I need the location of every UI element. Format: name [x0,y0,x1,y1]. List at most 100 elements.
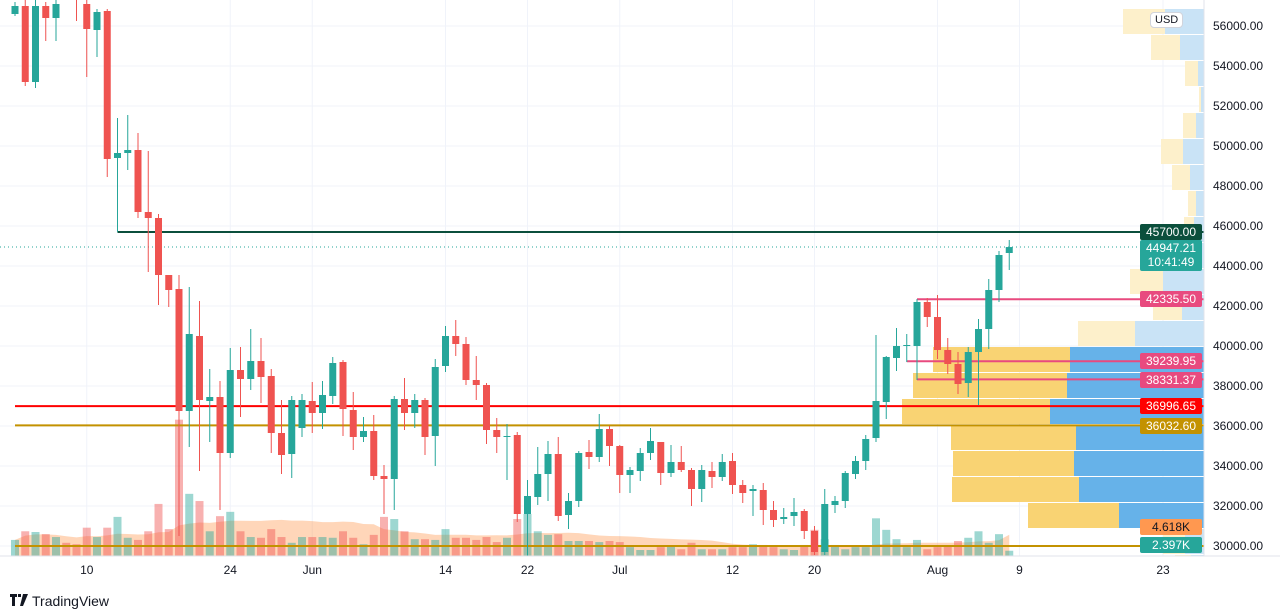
candle-body [913,302,921,346]
volume-bar [513,519,522,556]
volume-bar [718,549,727,556]
tradingview-logo[interactable]: TradingView [10,593,109,609]
candle-body [626,470,634,475]
candle-body [11,6,19,14]
time-tick-label: 10 [80,563,94,577]
candle-body [503,436,511,437]
price-tick-label: 50000.00 [1213,139,1264,153]
candle-body [380,476,388,479]
volume-bar [144,531,153,556]
candle-body [298,400,306,428]
volume-bar [831,544,839,556]
volume-profile-down-bar [1163,269,1204,294]
volume-bar [410,539,419,556]
candle-body [636,453,644,471]
candle-body [319,395,326,413]
volume-bar [185,493,194,556]
volume-profile-up-bar [1185,61,1198,86]
candle-body [944,350,952,364]
volume-bar [769,547,778,556]
volume-ma-area [15,519,1010,556]
volume-bar [605,541,614,556]
volume-bar [339,531,347,556]
volume-bar [677,549,686,556]
candle-body [657,442,665,473]
volume-bar [11,539,19,556]
candle-body [226,370,234,453]
candle-body [288,400,296,454]
candle-body [370,431,378,476]
volume-bar [913,539,921,556]
badge-volume-last: 2.397K [1140,537,1202,553]
candle-body [790,512,798,516]
candle-body [995,255,1003,290]
volume-bar [626,547,634,556]
volume-profile-up-bar [933,347,1070,372]
brand-name: TradingView [32,593,110,609]
candle-body [83,4,91,29]
candle-body [196,336,203,400]
volume-bar [656,547,665,556]
volume-bar [216,516,224,556]
price-chart[interactable] [0,0,1280,590]
candle-body [616,446,624,475]
volume-profile-up-bar [1130,269,1163,294]
volume-bar [287,542,296,556]
volume-bar [861,547,870,556]
volume-bar [400,531,409,556]
volume-bar [697,549,706,556]
candle-body [493,430,501,437]
candle-body [800,511,808,531]
volume-profile-down-bar [1201,87,1204,112]
candle-body [1005,247,1013,253]
price-tick-label: 42000.00 [1213,299,1264,313]
candle-body [647,441,654,453]
candle-body [770,510,777,520]
candle-body [21,6,29,82]
volume-bar [441,529,450,556]
currency-badge[interactable]: USD [1150,12,1184,28]
volume-bar [359,544,368,556]
candle-body [749,489,757,491]
candle-body [442,336,449,366]
candle-body [606,429,613,446]
candle-body [93,12,101,30]
candle-body [349,410,357,437]
volume-bar [72,544,81,556]
volume-bar [195,501,204,556]
price-tick-label: 54000.00 [1213,59,1264,73]
candle-body [534,474,542,497]
volume-bar [103,527,112,556]
volume-bar [779,549,788,556]
price-tick-label: 32000.00 [1213,499,1264,513]
volume-bar [595,542,604,556]
candle-body [339,362,347,409]
last-price-value: 44947.21 [1145,241,1197,255]
volume-bar [738,547,747,556]
price-tick-label: 56000.00 [1213,19,1264,33]
candle-body [524,496,531,514]
candle-body [831,501,839,505]
candle-body [565,501,572,515]
candle-body [698,470,706,489]
price-tick-label: 48000.00 [1213,179,1264,193]
candle-body [411,400,419,413]
volume-bar [236,531,245,556]
badge-level-39239: 39239.95 [1140,353,1202,369]
volume-bar [892,539,901,556]
candle-body [975,329,982,352]
candle-body [780,517,788,519]
volume-bar [380,516,388,556]
volume-bar [882,529,891,556]
candle-body [114,153,121,158]
volume-profile-down-bar [1079,477,1204,502]
badge-last-price: 44947.21 10:41:49 [1140,240,1202,271]
candle-body [934,317,941,350]
volume-bar [164,529,173,556]
volume-profile-up-bar [1151,35,1180,60]
volume-bar [923,549,932,556]
volume-bar [431,539,440,556]
candle-body [103,11,111,159]
volume-profile-up-bar [1172,165,1190,190]
volume-bar [31,532,40,556]
